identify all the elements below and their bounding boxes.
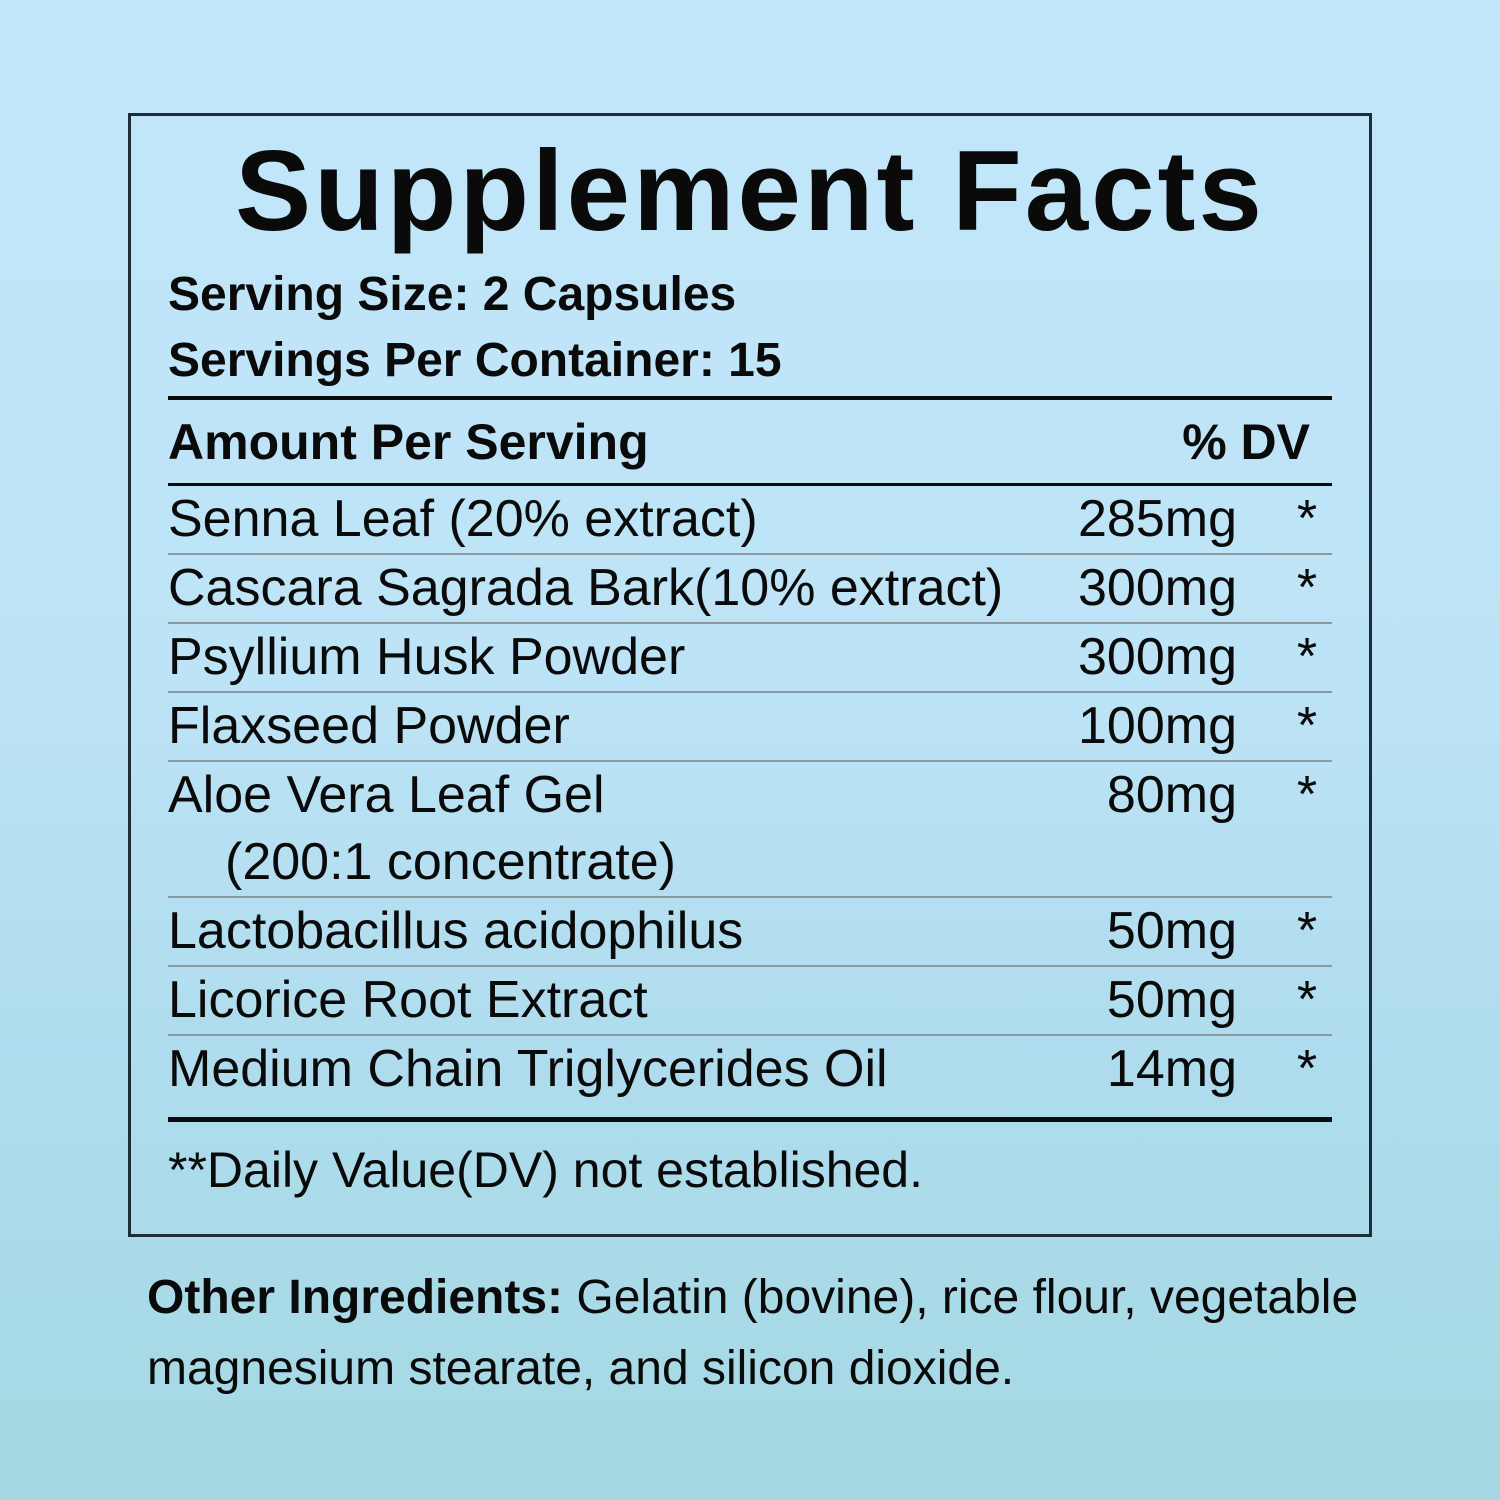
ingredient-name: Senna Leaf (20% extract)	[168, 490, 758, 548]
ingredient-amount: 50mg	[1106, 902, 1237, 960]
ingredient-amount: 14mg	[1106, 1040, 1237, 1098]
row-separator	[168, 896, 1332, 898]
ingredient-row: Senna Leaf (20% extract) 285mg *	[168, 486, 1332, 553]
daily-value-asterisk: *	[1296, 628, 1318, 686]
ingredient-name: Flaxseed Powder	[168, 697, 570, 755]
other-ingredients-paragraph: Other Ingredients: Gelatin (bovine), ric…	[147, 1262, 1417, 1404]
ingredient-row: Flaxseed Powder 100mg *	[168, 693, 1332, 760]
row-separator	[168, 553, 1332, 555]
ingredient-name: Licorice Root Extract	[168, 971, 648, 1029]
daily-value-asterisk: *	[1296, 971, 1318, 1029]
ingredient-name: Lactobacillus acidophilus	[168, 902, 744, 960]
ingredient-row: Psyllium Husk Powder 300mg *	[168, 624, 1332, 691]
ingredient-name-group: Aloe Vera Leaf Gel (200:1 concentrate)	[168, 762, 1027, 896]
row-separator	[168, 760, 1332, 762]
table-top-rule	[168, 396, 1332, 400]
other-ingredients-label: Other Ingredients:	[147, 1271, 564, 1324]
header-bottom-rule	[168, 483, 1332, 486]
serving-info: Serving Size: 2 Capsules Servings Per Co…	[168, 262, 1332, 394]
daily-value-asterisk: *	[1296, 766, 1318, 824]
row-separator	[168, 691, 1332, 693]
daily-value-asterisk: *	[1296, 559, 1318, 617]
ingredient-name: Psyllium Husk Powder	[168, 628, 686, 686]
daily-value-asterisk: *	[1296, 697, 1318, 755]
row-separator	[168, 1034, 1332, 1036]
ingredient-name: Medium Chain Triglycerides Oil	[168, 1040, 888, 1098]
ingredient-amount: 285mg	[1078, 490, 1237, 548]
supplement-facts-panel: Supplement Facts Serving Size: 2 Capsule…	[128, 113, 1372, 1237]
footnote-top-rule	[168, 1117, 1332, 1122]
ingredient-row: Lactobacillus acidophilus 50mg *	[168, 898, 1332, 965]
ingredient-row: Licorice Root Extract 50mg *	[168, 967, 1332, 1034]
ingredient-amount: 80mg	[1106, 766, 1237, 824]
supplement-facts-title: Supplement Facts	[235, 128, 1265, 255]
ingredient-name-subline: (200:1 concentrate)	[225, 833, 676, 891]
ingredient-amount: 300mg	[1078, 559, 1237, 617]
ingredient-row: Medium Chain Triglycerides Oil 14mg *	[168, 1036, 1332, 1103]
ingredient-name: Aloe Vera Leaf Gel	[168, 766, 605, 824]
other-ingredients-text: Gelatin (bovine), rice flour, vegetable …	[147, 1271, 1359, 1395]
daily-value-asterisk: *	[1296, 902, 1318, 960]
ingredient-amount: 50mg	[1106, 971, 1237, 1029]
daily-value-asterisk: *	[1296, 490, 1318, 548]
percent-dv-header: % DV	[1182, 413, 1310, 470]
daily-value-asterisk: *	[1296, 1040, 1318, 1098]
amount-per-serving-header: Amount Per Serving	[168, 413, 649, 470]
serving-size: Serving Size: 2 Capsules	[168, 268, 737, 321]
ingredient-row: Cascara Sagrada Bark(10% extract) 300mg …	[168, 555, 1332, 622]
row-separator	[168, 622, 1332, 624]
ingredient-row: Aloe Vera Leaf Gel (200:1 concentrate) 8…	[168, 762, 1332, 896]
table-header-row: Amount Per Serving % DV	[168, 400, 1332, 483]
daily-value-footnote: **Daily Value(DV) not established.	[168, 1142, 924, 1198]
row-separator	[168, 965, 1332, 967]
ingredient-amount: 300mg	[1078, 628, 1237, 686]
ingredient-amount: 100mg	[1078, 697, 1237, 755]
ingredient-name: Cascara Sagrada Bark(10% extract)	[168, 559, 1004, 617]
servings-per-container: Servings Per Container: 15	[168, 334, 782, 387]
